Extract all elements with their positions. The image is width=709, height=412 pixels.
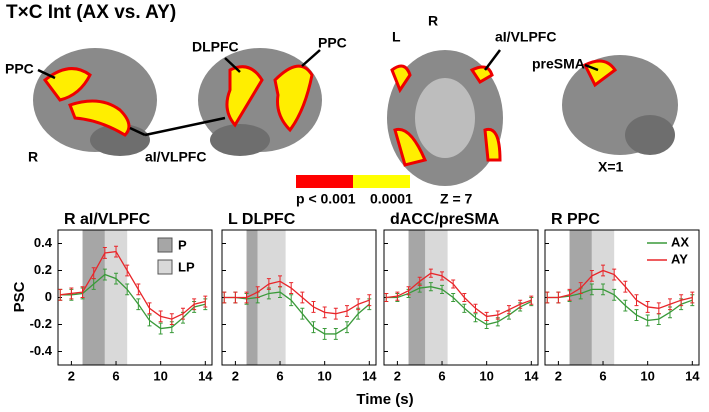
panel-title: dACC/preSMA <box>390 211 500 228</box>
x-tick-label: 10 <box>317 368 331 383</box>
brain-axial <box>387 50 503 186</box>
region-label: PPC <box>5 61 34 77</box>
x-tick-label: 6 <box>276 368 283 383</box>
series-line <box>60 273 206 330</box>
region-label: PPC <box>318 35 347 51</box>
y-tick-label: -0.4 <box>30 343 53 358</box>
band-legend-label: LP <box>178 259 195 274</box>
y-tick-label: 0.4 <box>34 235 53 250</box>
x-tick-label: 10 <box>479 368 493 383</box>
y-tick-label: 0.2 <box>34 262 52 277</box>
brain-medial <box>562 55 678 155</box>
region-label: aI/VLPFC <box>495 29 556 45</box>
brain-left-lateral <box>198 48 322 156</box>
orientation-label: R <box>428 13 438 29</box>
colorbar-red <box>296 175 353 188</box>
time-band <box>82 230 105 365</box>
legend-label: AX <box>671 234 689 249</box>
x-axis-label: Time (s) <box>356 391 413 408</box>
x-tick-label: 14 <box>198 368 213 383</box>
band-legend-label: P <box>178 237 187 252</box>
brain-right-lateral <box>33 48 157 156</box>
orientation-label: L <box>392 29 401 45</box>
plot-frame <box>544 229 700 366</box>
panel-title: R PPC <box>551 211 600 228</box>
time-band <box>408 230 426 365</box>
region-label: DLPFC <box>192 39 239 55</box>
time-band <box>246 230 258 365</box>
series-line <box>386 272 532 318</box>
slice-label: Z = 7 <box>440 191 473 207</box>
x-tick-label: 14 <box>362 368 377 383</box>
figure-title: T×C Int (AX vs. AY) <box>6 2 176 23</box>
series-line <box>547 269 693 309</box>
y-axis-label: PSC <box>11 281 28 312</box>
slice-label: X=1 <box>598 159 624 175</box>
x-tick-label: 14 <box>685 368 700 383</box>
legend-label: AY <box>671 251 688 266</box>
series-line <box>224 291 370 335</box>
colorbar-label: p < 0.001 <box>296 191 356 207</box>
x-tick-label: 6 <box>438 368 445 383</box>
colorbar-yellow <box>353 175 410 188</box>
x-tick-label: 6 <box>112 368 119 383</box>
x-tick-label: 2 <box>68 368 75 383</box>
x-tick-label: 10 <box>153 368 167 383</box>
series-line <box>224 280 370 315</box>
x-tick-label: 14 <box>524 368 539 383</box>
x-tick-label: 10 <box>640 368 654 383</box>
orientation-label: R <box>28 149 38 165</box>
region-label: preSMA <box>532 56 585 72</box>
region-label: aI/VLPFC <box>145 149 206 165</box>
y-tick-label: 0 <box>45 289 52 304</box>
colorbar-label: 0.0001 <box>370 191 413 207</box>
series-line <box>386 286 532 326</box>
arrows <box>37 49 599 137</box>
time-band <box>591 230 615 365</box>
band-legend-swatch <box>157 237 173 253</box>
time-band <box>104 230 128 365</box>
band-legend-swatch <box>157 259 173 275</box>
x-tick-label: 2 <box>394 368 401 383</box>
panel-title: L DLPFC <box>228 211 296 228</box>
series-line <box>547 288 693 322</box>
x-tick-label: 2 <box>232 368 239 383</box>
time-band <box>425 230 448 365</box>
x-tick-label: 6 <box>599 368 606 383</box>
y-tick-label: -0.2 <box>30 316 52 331</box>
series-line <box>60 250 206 320</box>
panel-title: R aI/VLPFC <box>64 211 151 228</box>
x-tick-label: 2 <box>555 368 562 383</box>
